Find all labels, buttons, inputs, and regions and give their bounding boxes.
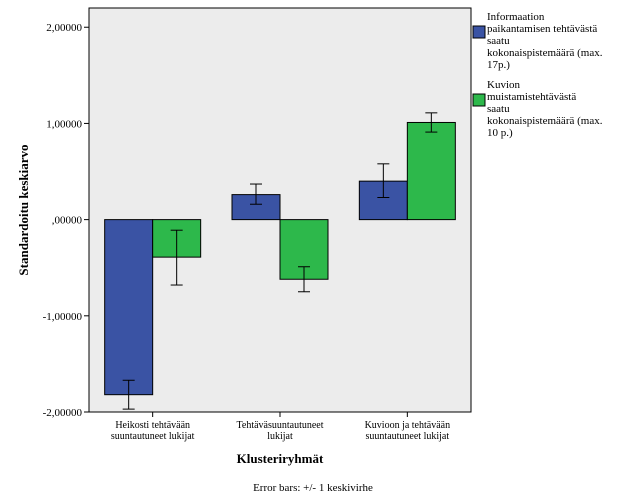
legend-label: kokonaispistemäärä (max. bbox=[487, 47, 603, 59]
y-tick-label: -1,00000 bbox=[43, 311, 83, 323]
footnote: Error bars: +/- 1 keskivirhe bbox=[253, 482, 373, 494]
legend-swatch bbox=[472, 93, 486, 107]
y-tick-label: 1,00000 bbox=[46, 118, 82, 130]
legend-swatch bbox=[472, 25, 486, 39]
legend-label: Kuvion bbox=[487, 79, 521, 91]
legend-label: paikantamisen tehtävästä bbox=[487, 23, 597, 35]
bar bbox=[231, 194, 281, 221]
x-tick-label: Kuvioon ja tehtävään bbox=[365, 420, 451, 431]
legend-label: 10 p.) bbox=[487, 127, 513, 139]
legend-label: muistamistehtävästä bbox=[487, 91, 576, 103]
x-tick-label: Tehtäväsuuntautuneet bbox=[236, 420, 323, 431]
x-tick-label: suuntautuneet lukijat bbox=[366, 431, 450, 442]
y-tick-label: ,00000 bbox=[52, 215, 83, 227]
y-axis-title: Standardoitu keskiarvo bbox=[16, 144, 31, 275]
x-axis-title: Klusteriryhmät bbox=[237, 451, 324, 466]
legend-label: Informaation bbox=[487, 11, 545, 23]
legend-label: kokonaispistemäärä (max. bbox=[487, 115, 603, 127]
bar bbox=[406, 121, 456, 221]
x-tick-label: lukijat bbox=[267, 431, 293, 442]
legend-label: saatu bbox=[487, 103, 510, 115]
x-tick-label: Heikosti tehtävään bbox=[115, 420, 190, 431]
y-tick-label: 2,00000 bbox=[46, 22, 82, 34]
y-tick-label: -2,00000 bbox=[43, 407, 83, 419]
x-tick-label: suuntautuneet lukijat bbox=[111, 431, 195, 442]
legend-label: 17p.) bbox=[487, 59, 510, 71]
bar bbox=[104, 219, 154, 396]
legend-label: saatu bbox=[487, 35, 510, 47]
